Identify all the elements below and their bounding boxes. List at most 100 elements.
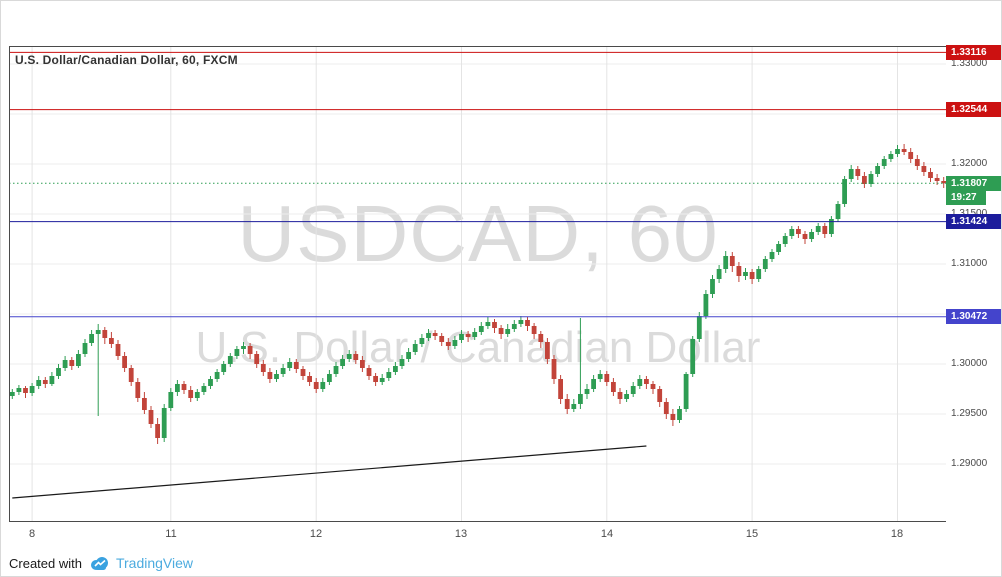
candle bbox=[644, 376, 649, 389]
candle bbox=[690, 336, 696, 377]
candle bbox=[895, 145, 900, 157]
candle bbox=[82, 339, 88, 357]
candle bbox=[531, 323, 537, 339]
candle bbox=[478, 322, 484, 335]
price-axis-label: 1.33000 bbox=[951, 58, 988, 69]
price-axis[interactable]: 1.33000 1.32000 1.31500 1.31000 1.30000 1.295… bbox=[946, 45, 1001, 522]
candle bbox=[36, 376, 42, 389]
candle bbox=[710, 275, 715, 298]
time-axis[interactable]: 8 11 12 13 14 15 18 bbox=[9, 522, 947, 548]
candle bbox=[604, 371, 610, 386]
candle bbox=[135, 378, 141, 402]
price-level-badge: 1.31424 bbox=[946, 214, 1001, 229]
candle bbox=[551, 355, 557, 384]
candle bbox=[789, 226, 795, 239]
candle bbox=[102, 327, 108, 344]
candle bbox=[630, 382, 636, 397]
candle bbox=[307, 372, 312, 386]
candle bbox=[796, 226, 801, 238]
candle bbox=[234, 346, 240, 359]
time-axis-label: 13 bbox=[454, 528, 468, 540]
candle bbox=[743, 268, 748, 280]
candle bbox=[62, 356, 68, 371]
candle bbox=[115, 340, 121, 360]
candle bbox=[545, 338, 550, 364]
candle bbox=[9, 389, 15, 399]
price-axis-label: 1.30000 bbox=[951, 358, 988, 369]
candle bbox=[518, 316, 524, 327]
candle bbox=[452, 336, 458, 349]
candle bbox=[49, 372, 55, 386]
candle bbox=[300, 366, 306, 380]
trend-line[interactable] bbox=[12, 445, 647, 499]
tradingview-link[interactable]: TradingView bbox=[89, 555, 193, 571]
price-level-badge: 1.31807 bbox=[946, 176, 1001, 191]
candle bbox=[406, 348, 411, 362]
candle bbox=[327, 370, 332, 385]
candle bbox=[881, 156, 887, 169]
candle bbox=[353, 351, 359, 364]
candle bbox=[373, 373, 378, 386]
candle bbox=[360, 356, 365, 372]
candle bbox=[267, 368, 273, 383]
candle bbox=[346, 350, 352, 362]
candle bbox=[42, 377, 48, 388]
candle bbox=[340, 355, 345, 369]
candle bbox=[637, 375, 643, 389]
candle bbox=[617, 388, 623, 404]
candle bbox=[855, 166, 861, 180]
price-axis-label: 1.29000 bbox=[951, 458, 988, 469]
candle bbox=[505, 324, 511, 337]
candle bbox=[56, 364, 61, 379]
candle bbox=[260, 360, 266, 376]
candle bbox=[564, 394, 570, 414]
candle bbox=[379, 374, 385, 385]
candle bbox=[109, 332, 114, 348]
candle bbox=[161, 404, 167, 442]
candle bbox=[393, 362, 398, 375]
candle bbox=[703, 290, 709, 319]
candle bbox=[168, 388, 174, 411]
time-axis-label: 11 bbox=[165, 528, 177, 540]
bar-countdown-badge: 19:27 bbox=[946, 191, 986, 205]
footer: Created with TradingView bbox=[1, 548, 1001, 576]
price-level-badge: 1.30472 bbox=[946, 309, 1001, 324]
candle bbox=[459, 330, 464, 343]
price-level-badge: 1.33116 bbox=[946, 45, 1001, 60]
candle bbox=[578, 318, 583, 409]
candle bbox=[650, 381, 656, 394]
candle bbox=[591, 375, 596, 392]
candle bbox=[313, 378, 319, 393]
candle bbox=[320, 378, 326, 392]
candle bbox=[657, 386, 663, 407]
tradingview-cloud-icon bbox=[90, 556, 108, 570]
candle bbox=[241, 342, 246, 354]
time-axis-label: 8 bbox=[28, 528, 36, 540]
candle bbox=[175, 380, 180, 396]
candle bbox=[875, 163, 880, 177]
candlestick-chart-svg bbox=[9, 46, 947, 522]
candle bbox=[227, 353, 233, 367]
candle bbox=[749, 269, 755, 284]
price-axis-label: 1.31500 bbox=[951, 208, 987, 220]
candle bbox=[465, 331, 471, 342]
time-axis-label: 14 bbox=[600, 528, 614, 540]
plot-frame bbox=[9, 46, 947, 522]
candle bbox=[76, 350, 81, 368]
candle bbox=[941, 177, 947, 188]
candle bbox=[274, 370, 279, 382]
candle bbox=[155, 418, 160, 444]
candle bbox=[194, 389, 200, 401]
plot-area[interactable]: USDCAD, 60 U.S. Dollar / Canadian Dollar bbox=[9, 46, 947, 522]
price-level-badge: 1.32544 bbox=[946, 102, 1001, 117]
candle bbox=[611, 378, 616, 396]
candle bbox=[399, 355, 405, 369]
candle bbox=[928, 168, 933, 182]
candle bbox=[432, 330, 438, 340]
candle bbox=[756, 266, 762, 282]
candle bbox=[386, 368, 392, 381]
candle bbox=[862, 172, 867, 188]
candle bbox=[624, 390, 629, 402]
candle bbox=[848, 165, 854, 182]
